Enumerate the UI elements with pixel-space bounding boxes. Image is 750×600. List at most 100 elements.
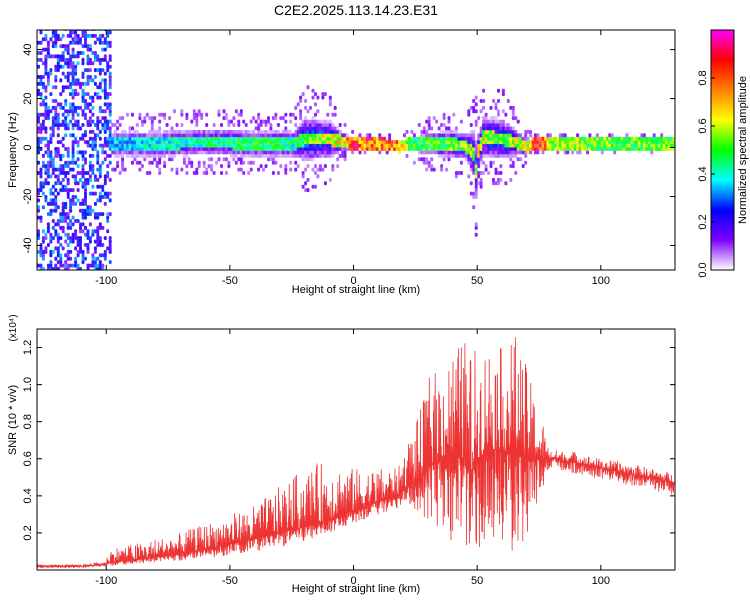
spectrogram-cell: [336, 136, 340, 141]
spectrogram-cell: [210, 136, 214, 141]
spectrogram-cell: [425, 133, 429, 138]
spectrogram-cell: [252, 147, 256, 151]
spectrogram-cell: [116, 153, 120, 158]
spectrogram-cell: [442, 116, 446, 121]
spectrogram-cell: [613, 147, 617, 151]
spectrogram-cell: [487, 140, 491, 145]
spectrogram-cell: [501, 92, 505, 97]
spectrogram-cell: [390, 140, 394, 145]
spectrogram-cell: [98, 85, 102, 90]
spectrogram-cell: [222, 109, 226, 114]
spectrogram-cell: [178, 133, 181, 138]
spectrogram-cell: [44, 167, 48, 172]
spectrogram-cell: [566, 140, 570, 145]
spectrogram-cell: [59, 153, 63, 158]
spectrogram-cell: [46, 112, 50, 117]
spectrogram-cell: [321, 92, 325, 97]
spectrogram-cell: [133, 153, 137, 158]
spectrogram-cell: [88, 191, 92, 196]
spectrogram-cell: [650, 140, 654, 145]
spectrogram-cell: [534, 136, 537, 141]
spectrogram-cell: [353, 140, 357, 145]
spectrogram-cell: [459, 150, 463, 155]
spectrogram-cell: [296, 126, 300, 131]
spectrogram-cell: [76, 92, 80, 97]
spectrogram-cell: [69, 160, 73, 165]
spectrogram-cell: [126, 112, 129, 117]
spectrogram-cell: [123, 133, 127, 138]
spectrogram-cell: [586, 150, 589, 155]
spectrogram-cell: [242, 140, 246, 145]
spectrogram-cell: [249, 167, 253, 172]
spectrogram-cell: [341, 147, 345, 151]
spectrogram-cell: [88, 116, 92, 121]
spectrogram-cell: [84, 256, 87, 261]
spectrogram-cell: [210, 147, 214, 151]
spectrogram-cell: [173, 136, 176, 141]
spectrogram-cell: [39, 171, 43, 175]
spectrogram-cell: [472, 150, 476, 155]
spectrogram-cell: [44, 236, 48, 241]
spectrogram-cell: [76, 51, 80, 55]
spectrogram-cell: [526, 143, 530, 148]
spectrogram-cell: [249, 143, 253, 148]
spectrogram-cell: [165, 129, 169, 134]
spectrogram-cell: [54, 263, 58, 268]
spectrogram-cell: [98, 171, 102, 175]
spectrogram-cell: [91, 136, 95, 141]
spectrogram-cell: [128, 153, 132, 158]
spectrogram-cell: [469, 181, 473, 186]
spectrogram-cell: [46, 109, 50, 114]
spectrogram-cell: [447, 157, 451, 162]
spectrogram-cell: [635, 136, 639, 141]
spectrogram-cell: [91, 167, 95, 172]
spectrogram-cell: [54, 267, 58, 270]
spectrogram-cell: [576, 136, 580, 141]
spectrogram-cell: [311, 119, 315, 124]
spectrogram-cell: [71, 102, 75, 107]
spectrogram-cell: [232, 133, 236, 138]
spectrogram-cell: [54, 75, 58, 79]
spectrogram-cell: [227, 143, 231, 148]
spectrogram-cell: [182, 160, 186, 165]
spectrogram-cell: [375, 140, 379, 145]
spectrogram-cell: [96, 92, 100, 97]
spectrogram-cell: [299, 150, 303, 155]
spectrogram-cell: [103, 143, 107, 148]
spectrogram-cell: [301, 147, 305, 151]
spectrogram-cell: [440, 133, 444, 138]
spectrogram-cell: [121, 164, 125, 169]
spectrogram-cell: [76, 140, 80, 145]
spectrogram-cell: [437, 140, 441, 145]
spectrogram-cell: [229, 129, 233, 134]
spectrogram-cell: [274, 140, 278, 145]
spectrogram-cell: [514, 133, 518, 138]
spectrogram-cell: [328, 153, 332, 158]
spectrogram-cell: [84, 171, 87, 175]
spectrogram-cell: [284, 143, 288, 148]
spectrogram-cell: [79, 177, 82, 182]
spectrogram-cell: [358, 133, 362, 138]
spectrogram-cell: [108, 236, 112, 241]
spectrogram-cell: [445, 136, 448, 141]
spectrogram-cell: [343, 140, 347, 145]
spectrogram-cell: [242, 143, 246, 148]
spectrogram-cell: [294, 140, 298, 145]
spectrogram-cell: [158, 171, 162, 175]
spectrogram-cell: [281, 147, 285, 151]
spectrogram-cell: [84, 68, 87, 73]
spectrogram-cell: [106, 123, 110, 127]
spectrogram-cell: [267, 119, 270, 124]
spectrogram-cell: [61, 136, 65, 141]
spectrogram-cell: [301, 119, 305, 124]
spectrogram-cell: [64, 205, 68, 210]
spectrogram-cell: [331, 112, 335, 117]
spectrogram-cell: [46, 105, 50, 110]
spectrogram-cell: [239, 109, 243, 114]
spectrogram-cell: [133, 129, 137, 134]
spectrogram-cell: [314, 92, 317, 97]
spectrogram-cell: [185, 136, 189, 141]
spectrogram-cell: [224, 171, 228, 175]
spectrogram-cell: [229, 153, 233, 158]
spectrogram-cell: [323, 129, 327, 134]
